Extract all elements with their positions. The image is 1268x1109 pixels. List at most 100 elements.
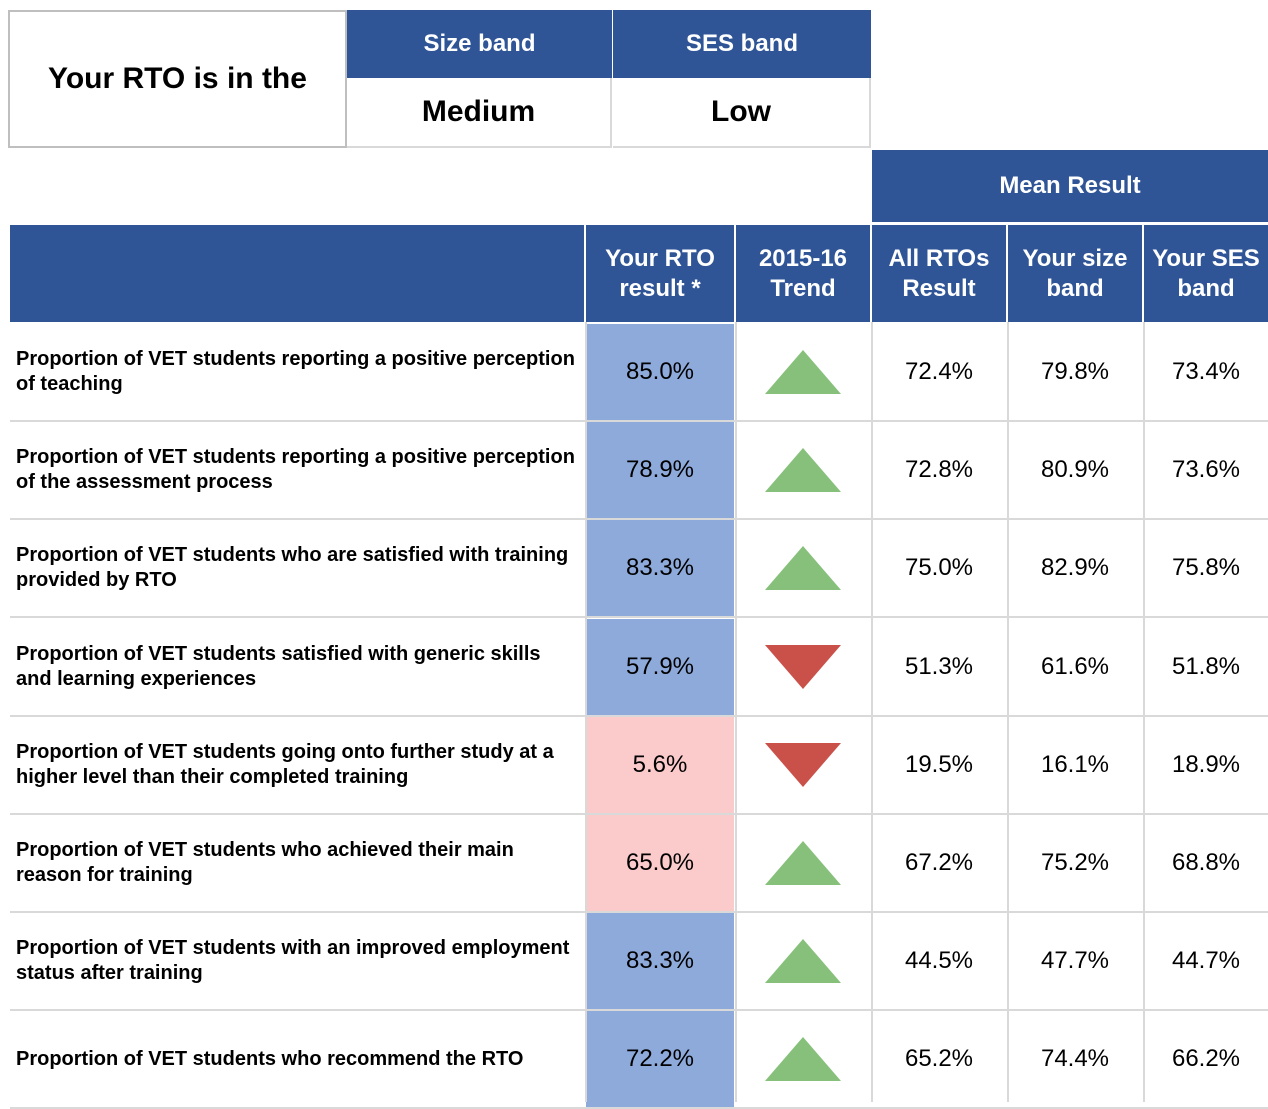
value-cell: 72.8%	[872, 422, 1006, 518]
trend-arrow	[765, 546, 841, 591]
value-cell: 19.5%	[872, 717, 1006, 813]
value-cell-text: 66.2%	[1171, 1045, 1241, 1073]
value-cell-text: 74.4%	[1040, 1045, 1110, 1073]
value-cell: 51.8%	[1144, 619, 1268, 715]
row-label: Proportion of VET students reporting a p…	[10, 422, 584, 518]
row-divider	[10, 714, 1268, 717]
value-cell: 51.3%	[872, 619, 1006, 715]
trend-icon	[765, 939, 841, 984]
result-cell: 5.6%	[586, 716, 734, 813]
result-cell-text: 85.0%	[625, 358, 695, 385]
result-cell: 78.9%	[586, 422, 734, 519]
row-label-text: Proportion of VET students who are satis…	[16, 544, 569, 592]
value-cell: 68.8%	[1144, 815, 1268, 911]
header-blank	[10, 225, 584, 322]
trend-icon	[765, 546, 841, 591]
result-cell: 85.0%	[586, 324, 734, 420]
column-header: 2015-16 Trend	[736, 225, 870, 322]
value-cell-text: 65.2%	[904, 1045, 974, 1073]
value-cell: 67.2%	[872, 815, 1006, 911]
trend-cell	[736, 422, 870, 518]
trend-icon	[765, 841, 841, 885]
column-divider	[585, 322, 587, 1102]
trend-cell	[736, 1011, 870, 1107]
trend-icon	[765, 448, 841, 493]
column-divider	[1143, 322, 1145, 1102]
trend-cell	[736, 815, 870, 911]
column-header-text: Your size band	[1022, 244, 1128, 302]
column-header-text: All RTOs Result	[888, 244, 990, 302]
result-cell-text: 72.2%	[625, 1045, 695, 1073]
value-cell-text: 72.4%	[904, 358, 974, 385]
band-header: SES band	[613, 10, 871, 78]
row-label-text: Proportion of VET students reporting a p…	[16, 446, 575, 494]
row-label: Proportion of VET students who achieved …	[10, 815, 584, 911]
trend-icon	[765, 1037, 841, 1082]
trend-arrow	[765, 939, 841, 984]
column-header-text: Your RTO result *	[605, 244, 715, 302]
column-header: Your SES band	[1144, 225, 1268, 322]
column-header: Your size band	[1008, 225, 1142, 322]
result-cell-text: 83.3%	[625, 554, 695, 582]
row-divider	[10, 911, 1268, 913]
value-cell-text: 44.7%	[1171, 947, 1241, 975]
value-cell-text: 51.8%	[1171, 652, 1241, 680]
column-divider	[735, 322, 737, 1102]
row-label-text: Proportion of VET students with an impro…	[16, 937, 570, 985]
band-value-text: Low	[711, 95, 771, 128]
trend-icon	[765, 742, 841, 787]
value-cell-text: 18.9%	[1171, 750, 1241, 778]
column-divider	[1007, 322, 1009, 1102]
value-cell: 66.2%	[1144, 1011, 1268, 1107]
value-cell: 73.4%	[1144, 324, 1268, 420]
band-value: Low	[613, 78, 871, 148]
result-cell: 65.0%	[586, 815, 734, 911]
column-header: All RTOs Result	[872, 225, 1006, 322]
row-label-text: Proportion of VET students satisfied wit…	[16, 642, 541, 690]
result-cell: 57.9%	[586, 618, 734, 715]
result-cell-text: 57.9%	[625, 652, 695, 680]
row-divider	[10, 518, 1268, 521]
value-cell: 18.9%	[1144, 717, 1268, 813]
value-cell-text: 47.7%	[1040, 947, 1110, 975]
value-cell: 75.2%	[1008, 815, 1142, 911]
value-cell-text: 51.3%	[904, 652, 974, 680]
result-cell: 72.2%	[586, 1011, 734, 1108]
column-header-text: Your SES band	[1152, 244, 1260, 302]
value-cell: 75.8%	[1144, 520, 1268, 616]
trend-cell	[736, 619, 870, 715]
value-cell-text: 16.1%	[1040, 750, 1110, 778]
value-cell: 65.2%	[872, 1011, 1006, 1107]
value-cell-text: 75.2%	[1040, 849, 1110, 876]
trend-cell	[736, 324, 870, 420]
column-header-text: 2015-16 Trend	[758, 244, 848, 302]
band-value-text: Medium	[421, 95, 536, 128]
trend-cell	[736, 717, 870, 813]
row-label: Proportion of VET students with an impro…	[10, 913, 584, 1009]
trend-cell	[736, 520, 870, 616]
value-cell-text: 79.8%	[1040, 358, 1110, 385]
trend-icon	[765, 350, 841, 394]
value-cell: 47.7%	[1008, 913, 1142, 1009]
row-divider	[10, 812, 1268, 815]
intro-box: Your RTO is in the	[8, 10, 347, 148]
row-divider	[10, 420, 1268, 422]
band-header-text: Size band	[423, 30, 536, 57]
result-cell: 83.3%	[586, 913, 734, 1010]
value-cell: 44.5%	[872, 913, 1006, 1009]
row-label: Proportion of VET students going onto fu…	[10, 717, 584, 813]
trend-icon	[765, 644, 841, 689]
value-cell-text: 68.8%	[1171, 849, 1241, 876]
value-cell-text: 67.2%	[904, 849, 974, 876]
value-cell-text: 75.0%	[904, 554, 974, 582]
value-cell-text: 73.6%	[1171, 456, 1241, 484]
result-cell: 83.3%	[586, 520, 734, 617]
row-label-text: Proportion of VET students who achieved …	[16, 839, 514, 886]
result-cell-text: 78.9%	[625, 456, 695, 484]
band-header: Size band	[347, 10, 612, 78]
band-header-text: SES band	[685, 30, 799, 57]
group-header: Mean Result	[872, 150, 1268, 222]
value-cell: 74.4%	[1008, 1011, 1142, 1107]
value-cell-text: 73.4%	[1171, 358, 1241, 385]
